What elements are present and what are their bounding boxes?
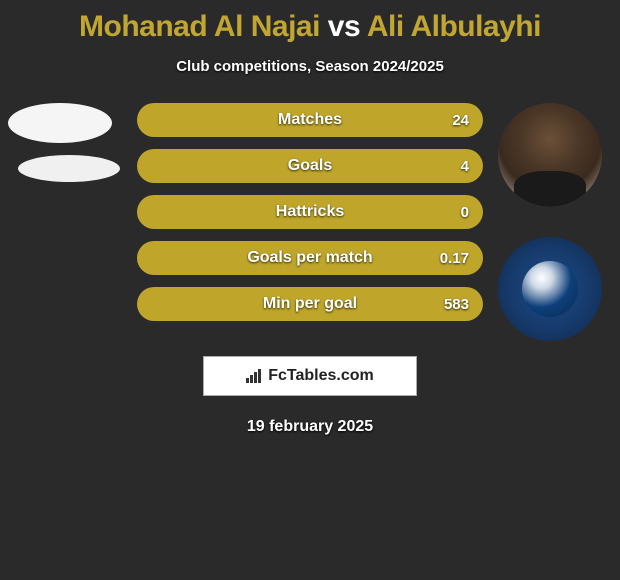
player1-club-logo	[18, 155, 120, 182]
stat-label: Min per goal	[263, 295, 357, 313]
stat-value-p2: 0.17	[440, 250, 469, 267]
comparison-title: Mohanad Al Najai vs Ali Albulayhi	[0, 0, 620, 44]
stat-row: Goals per match 0.17	[137, 241, 483, 275]
player1-name: Mohanad Al Najai	[79, 10, 320, 43]
snapshot-date: 19 february 2025	[0, 418, 620, 436]
player2-club-logo	[498, 237, 602, 341]
stat-row: Hattricks 0	[137, 195, 483, 229]
player2-name: Ali Albulayhi	[367, 10, 541, 43]
player2-avatar	[498, 103, 602, 207]
stat-row: Min per goal 583	[137, 287, 483, 321]
stat-row: Matches 24	[137, 103, 483, 137]
brand-box[interactable]: FcTables.com	[203, 356, 417, 396]
stat-bars: Matches 24 Goals 4 Hattricks 0 Goals per match…	[137, 103, 483, 333]
stat-value-p2: 4	[461, 158, 469, 175]
stat-value-p2: 583	[444, 296, 469, 313]
stat-value-p2: 0	[461, 204, 469, 221]
stat-value-p2: 24	[452, 112, 469, 129]
player1-avatar	[8, 103, 112, 143]
brand-bars-icon	[246, 369, 264, 383]
subtitle: Club competitions, Season 2024/2025	[0, 58, 620, 75]
stat-row: Goals 4	[137, 149, 483, 183]
vs-text: vs	[328, 10, 360, 43]
brand-text: FcTables.com	[268, 367, 374, 385]
stat-label: Goals	[288, 157, 332, 175]
stat-label: Goals per match	[247, 249, 372, 267]
stat-label: Hattricks	[276, 203, 344, 221]
compare-area: Matches 24 Goals 4 Hattricks 0 Goals per match…	[0, 103, 620, 338]
stat-label: Matches	[278, 111, 342, 129]
